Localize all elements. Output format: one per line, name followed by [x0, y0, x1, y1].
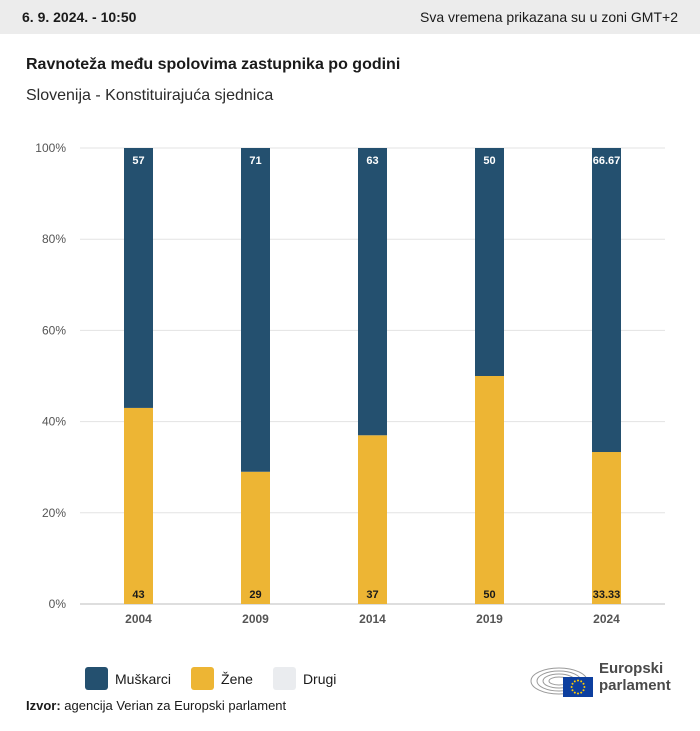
- parliament-hemicycle-icon: [530, 667, 593, 697]
- legend-item-men[interactable]: Muškarci: [85, 667, 171, 690]
- bar-men: [358, 148, 387, 436]
- legend-label-other: Drugi: [302, 670, 337, 687]
- legend-label-women: Žene: [221, 670, 253, 687]
- x-tick-label: 2024: [593, 612, 620, 626]
- data-label-women: 37: [366, 589, 378, 601]
- x-tick-label: 2019: [476, 612, 503, 626]
- legend-item-other[interactable]: Drugi: [272, 667, 337, 690]
- bar-men: [241, 148, 270, 472]
- data-label-women: 50: [483, 589, 495, 601]
- bar-men: [124, 148, 153, 408]
- x-tick-label: 2009: [242, 612, 269, 626]
- data-label-men: 57: [132, 155, 144, 167]
- timestamp: 6. 9. 2024. - 10:50: [22, 9, 137, 25]
- y-tick-label: 20%: [42, 506, 66, 520]
- legend-label-men: Muškarci: [115, 670, 172, 687]
- bar-men: [592, 148, 621, 453]
- timezone-note: Sva vremena prikazana su u zoni GMT+2: [420, 9, 678, 25]
- top-bar: 6. 9. 2024. - 10:50 Sva vremena prikazan…: [0, 0, 700, 34]
- legend-item-women[interactable]: Žene: [191, 667, 253, 690]
- data-label-women: 43: [132, 589, 144, 601]
- data-label-women: 29: [249, 589, 261, 601]
- european-parliament-logo: Europski parlament: [529, 659, 679, 699]
- chart-title: Ravnoteža među spolovima zastupnika po g…: [26, 56, 401, 73]
- data-label-men: 50: [483, 155, 495, 167]
- bar-women: [475, 376, 504, 604]
- y-tick-label: 40%: [42, 415, 66, 429]
- data-label-men: 63: [366, 155, 378, 167]
- legend: Muškarci Žene Drugi: [85, 667, 356, 690]
- logo-text: Europski parlament: [599, 660, 671, 694]
- data-label-men: 71: [249, 155, 261, 167]
- data-label-women: 33.33: [593, 589, 621, 601]
- y-tick-label: 100%: [35, 141, 66, 155]
- data-label-men: 66.67: [593, 155, 621, 167]
- logo-line-2: parlament: [599, 677, 671, 694]
- x-tick-label: 2004: [125, 612, 152, 626]
- source-text: agencija Verian za Europski parlament: [64, 698, 287, 713]
- bar-chart: 0% 20% 40% 60% 80% 100% 57 43 2004 71 29 2009 63 37 20…: [35, 141, 665, 626]
- chart-subtitle: Slovenija - Konstituirajuća sjednica: [26, 87, 274, 104]
- legend-swatch-women: [191, 667, 215, 690]
- legend-swatch-men: [85, 667, 108, 690]
- bar-women: [358, 435, 387, 604]
- y-tick-label: 60%: [42, 323, 66, 337]
- y-tick-label: 0%: [49, 597, 67, 611]
- y-tick-label: 80%: [42, 232, 66, 246]
- bar-women: [241, 471, 270, 604]
- source-label: Izvor:: [26, 698, 61, 713]
- bar-men: [475, 148, 504, 376]
- x-tick-label: 2014: [359, 612, 386, 626]
- bar-women: [124, 407, 153, 604]
- logo-line-1: Europski: [599, 660, 664, 677]
- legend-swatch-other: [272, 667, 296, 690]
- source-note: Izvor: agencija Verian za Europski parla…: [26, 698, 286, 713]
- bar-women: [592, 452, 621, 604]
